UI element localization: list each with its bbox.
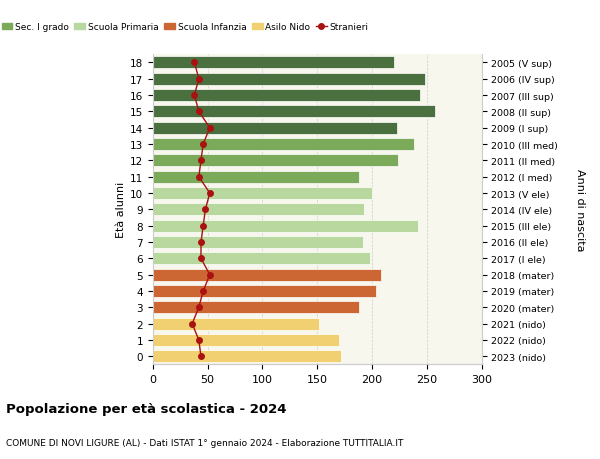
Bar [153,187,372,200]
Bar [153,350,341,363]
Bar [153,122,397,134]
Bar [153,285,376,297]
Bar [153,220,418,232]
Text: Popolazione per età scolastica - 2024: Popolazione per età scolastica - 2024 [6,403,287,415]
Bar [153,334,339,347]
Bar [153,204,364,216]
Bar [153,73,425,86]
Bar [153,252,370,265]
Bar [153,155,398,167]
Bar [153,269,381,281]
Legend: Sec. II grado, Sec. I grado, Scuola Primaria, Scuola Infanzia, Asilo Nido, Stran: Sec. II grado, Sec. I grado, Scuola Prim… [0,19,372,35]
Bar [153,318,319,330]
Bar [153,106,434,118]
Y-axis label: Età alunni: Età alunni [116,182,125,238]
Bar [153,302,359,314]
Bar [153,57,394,69]
Text: COMUNE DI NOVI LIGURE (AL) - Dati ISTAT 1° gennaio 2024 - Elaborazione TUTTITALI: COMUNE DI NOVI LIGURE (AL) - Dati ISTAT … [6,438,403,448]
Bar [153,171,359,184]
Bar [153,139,414,151]
Y-axis label: Anni di nascita: Anni di nascita [575,169,585,251]
Bar [153,236,363,249]
Bar [153,90,421,102]
